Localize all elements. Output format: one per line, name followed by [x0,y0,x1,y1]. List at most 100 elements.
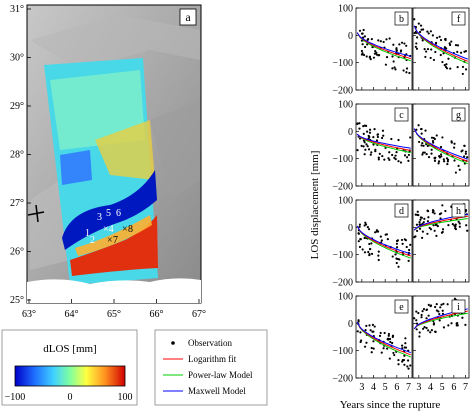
panel-label: c [399,110,404,121]
observation-point [381,129,385,132]
observation-point [441,60,444,64]
observation-point [379,331,382,335]
observation-point [394,68,397,71]
x-tick-label: 4 [428,382,433,393]
observation-point [373,325,376,328]
observation-point [364,148,367,151]
plot-panel-c: 100 0 −100 −200 c [332,100,413,193]
observation-point [450,141,453,144]
observation-point [404,342,407,345]
observation-point [444,209,447,213]
observation-point [431,209,435,212]
observation-point [360,53,364,56]
observation-point [379,235,382,238]
observation-point [363,236,366,240]
observation-point [456,66,459,69]
observation-point [429,56,432,60]
y-tick-label: −100 [332,250,353,261]
point-label: 5 [106,208,111,219]
observation-point [391,55,394,58]
observation-point [383,158,386,161]
observation-point [360,339,363,342]
panel-label-box [394,299,409,314]
observation-point [446,158,450,161]
x-tick-label: 6 [394,382,399,393]
model-curve [413,128,468,162]
observation-point [364,328,367,332]
model-curve [356,321,411,358]
observation-point [394,253,397,256]
x-tick-label: 3 [416,382,421,393]
x-axis-label: Years since the rupture [340,399,441,411]
observation-point [442,302,445,305]
map-panel: a 123×45 67×8× 31°30°29°28°27°26°25° 63° 6… [10,4,206,320]
observation-point [458,168,461,171]
panel-label-box [451,11,466,26]
observation-point [362,132,365,135]
lat-tick-label: 31° [10,4,24,15]
observation-point [409,136,412,139]
observation-point [369,153,372,156]
observation-point [363,224,366,227]
observation-point [418,335,421,338]
observation-point [414,235,417,238]
observation-point [416,210,419,213]
observation-point [389,340,392,344]
panel-label: g [456,110,461,121]
observation-point [434,50,437,54]
lat-tick-label: 30° [10,53,24,64]
observation-point [439,53,442,57]
observation-point [401,242,404,245]
observation-point [405,44,408,47]
observation-point [439,217,442,220]
observation-point [370,351,373,354]
observation-point [435,36,439,39]
observation-point [446,162,449,166]
observation-point [420,216,423,219]
observation-point [422,308,426,311]
observation-point [427,303,430,306]
colorbar-title: dLOS [mm] [43,343,96,355]
observation-point [438,319,441,322]
observation-point [368,253,371,257]
observation-point [421,141,424,145]
observation-point [420,313,423,317]
observation-point [380,136,384,140]
observation-point [432,224,435,227]
observation-point [369,247,372,251]
point-label: 8 [128,224,133,235]
observation-point [425,50,428,53]
y-tick-label: −100 [332,154,353,165]
observation-point [454,228,457,231]
observation-point [435,234,438,237]
legend-marker [171,341,175,345]
observation-point [434,305,437,309]
model-curve [413,25,468,60]
observation-point [456,44,460,47]
observation-point [356,122,359,125]
observation-point [357,240,360,243]
observation-point [435,303,438,306]
observation-point [378,334,382,338]
observation-point [419,218,422,221]
observation-point [441,228,445,231]
y-tick-label: 0 [348,31,353,42]
observation-point [433,330,437,333]
observation-point [368,242,371,246]
observation-point [441,309,444,312]
observation-point [422,144,425,147]
observation-point [426,220,429,223]
observation-point [371,330,374,333]
observation-point [366,130,369,133]
observation-point [418,30,422,34]
observation-point [407,259,410,262]
model-curve [413,25,468,62]
observation-point [392,60,395,63]
terrain-streak [150,100,200,200]
observation-point [440,155,443,158]
observation-point [377,250,380,253]
observation-point [391,67,394,70]
observation-point [381,154,384,158]
observation-point [419,24,423,27]
